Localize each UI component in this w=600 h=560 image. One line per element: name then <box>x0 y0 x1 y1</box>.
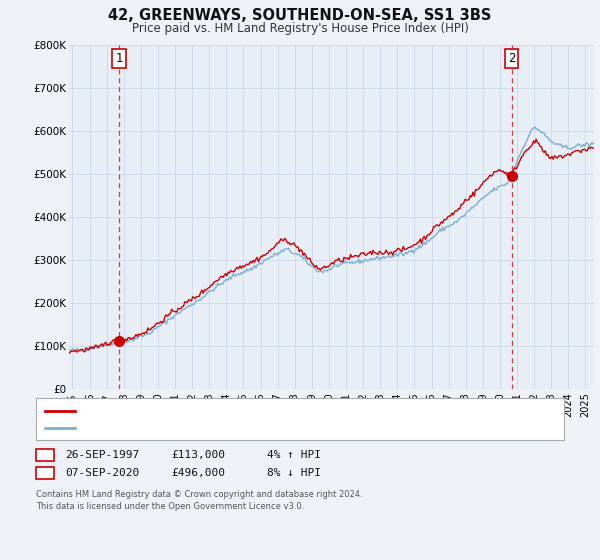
Text: £496,000: £496,000 <box>171 468 225 478</box>
Text: £113,000: £113,000 <box>171 450 225 460</box>
Text: 07-SEP-2020: 07-SEP-2020 <box>65 468 139 478</box>
Text: 42, GREENWAYS, SOUTHEND-ON-SEA, SS1 3BS: 42, GREENWAYS, SOUTHEND-ON-SEA, SS1 3BS <box>109 8 491 24</box>
Text: Price paid vs. HM Land Registry's House Price Index (HPI): Price paid vs. HM Land Registry's House … <box>131 22 469 35</box>
Text: 26-SEP-1997: 26-SEP-1997 <box>65 450 139 460</box>
Text: 1: 1 <box>115 52 123 65</box>
Text: 2: 2 <box>41 468 49 478</box>
Text: 1: 1 <box>41 450 49 460</box>
Text: HPI: Average price, detached house, Southend-on-Sea: HPI: Average price, detached house, Sout… <box>79 423 362 433</box>
Text: 2: 2 <box>508 52 515 65</box>
Text: 42, GREENWAYS, SOUTHEND-ON-SEA, SS1 3BS (detached house): 42, GREENWAYS, SOUTHEND-ON-SEA, SS1 3BS … <box>79 406 418 416</box>
Text: 8% ↓ HPI: 8% ↓ HPI <box>267 468 321 478</box>
Text: 4% ↑ HPI: 4% ↑ HPI <box>267 450 321 460</box>
Text: Contains HM Land Registry data © Crown copyright and database right 2024.
This d: Contains HM Land Registry data © Crown c… <box>36 490 362 511</box>
